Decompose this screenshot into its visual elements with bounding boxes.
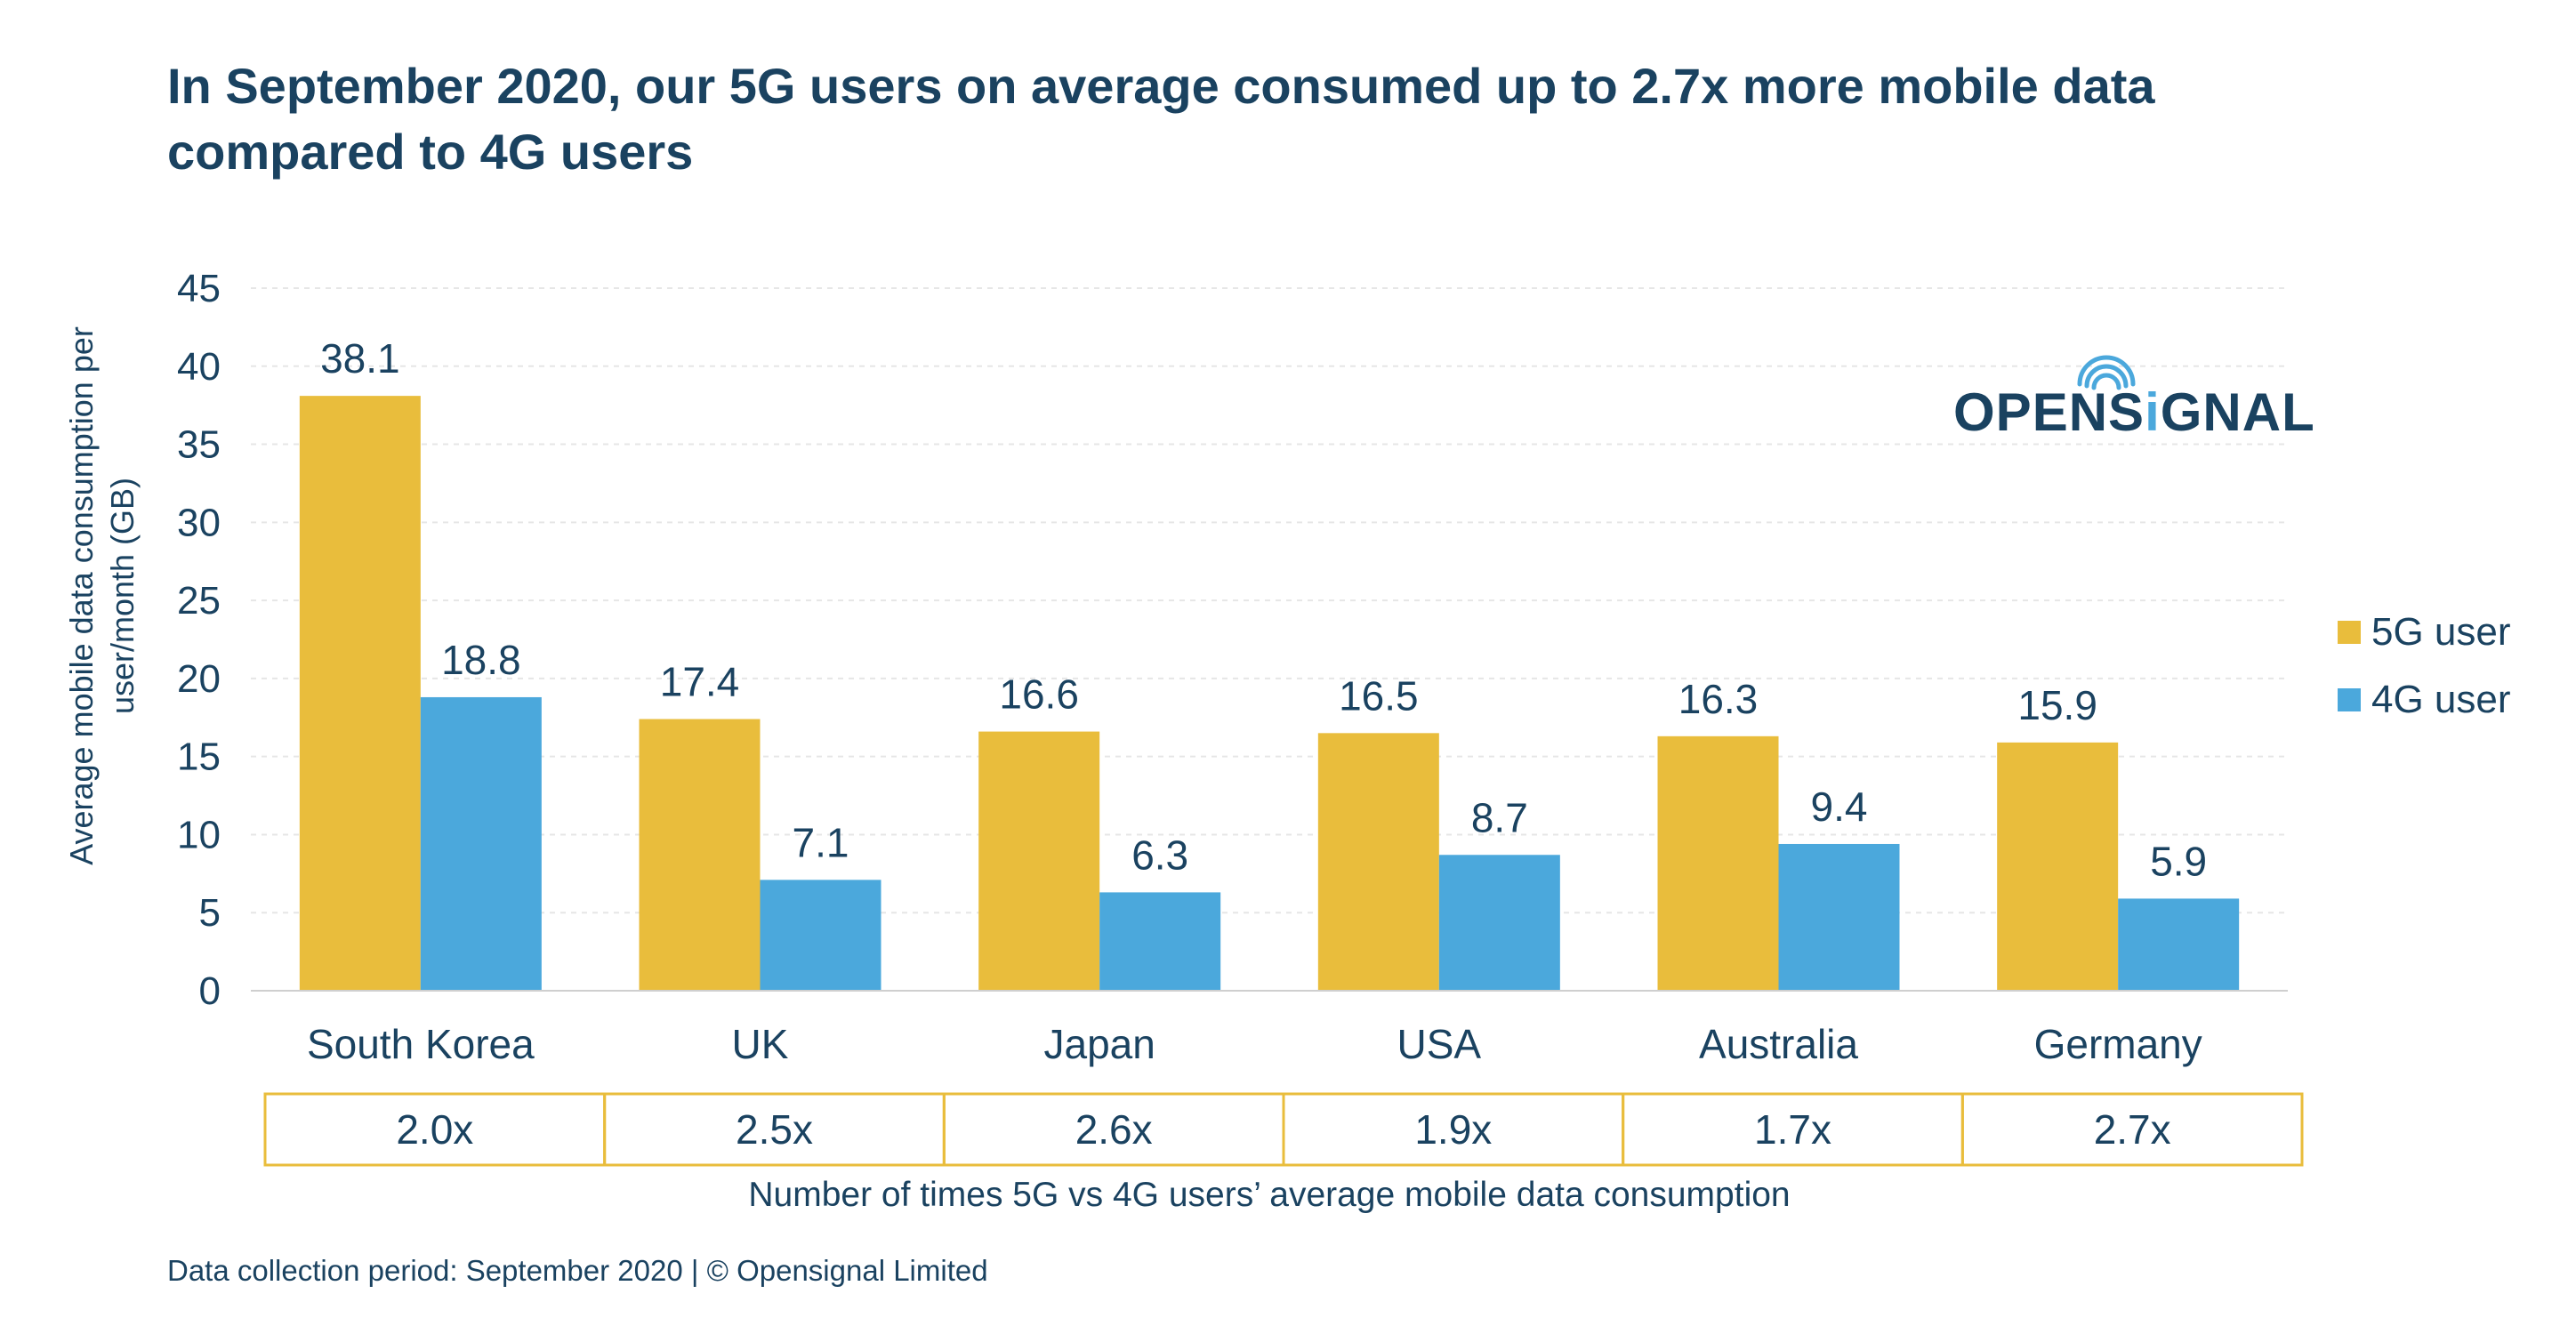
logo-text: OPENSiGNAL: [1953, 382, 2315, 442]
data-label-4g: 8.7: [1471, 794, 1528, 840]
ratio-value: 1.7x: [1754, 1106, 1831, 1153]
legend-swatch-5g: [2338, 621, 2361, 644]
data-label-4g: 18.8: [441, 637, 521, 683]
data-label-5g: 38.1: [320, 335, 400, 382]
chart-title-line2: compared to 4G users: [167, 124, 693, 180]
data-labels: 38.1 18.8 17.4 7.1 16.6 6.3 16.5 8.7 16.3 9.4 15.9…: [320, 335, 2207, 884]
gridlines: [251, 287, 2288, 914]
x-axis-categories: South Korea UK Japan USA Australia Germany: [307, 1021, 2202, 1067]
data-label-4g: 6.3: [1131, 832, 1188, 878]
bar-5g: [1317, 733, 1439, 991]
y-tick-label: 30: [177, 501, 221, 544]
bar-4g: [1438, 855, 1560, 991]
y-tick-label: 15: [177, 735, 221, 779]
x-tick-label: UK: [732, 1021, 789, 1067]
bar-5g: [639, 719, 761, 991]
opensignal-logo: OPENSiGNAL: [1953, 355, 2315, 442]
ratio-value: 1.9x: [1414, 1106, 1492, 1153]
legend: 5G user 4G user: [2338, 610, 2511, 721]
x-tick-label: USA: [1397, 1021, 1482, 1067]
bar-5g: [1997, 742, 2119, 991]
ratio-caption: Number of times 5G vs 4G users’ average …: [748, 1176, 1790, 1214]
ratio-value: 2.7x: [2094, 1106, 2171, 1153]
x-tick-label: South Korea: [307, 1021, 535, 1067]
data-label-4g: 5.9: [2150, 838, 2207, 884]
y-tick-label: 10: [177, 813, 221, 856]
bar-5g: [1657, 735, 1779, 991]
ratio-cell: [1960, 1092, 2304, 1167]
data-label-5g: 15.9: [2017, 682, 2097, 728]
y-tick-label: 5: [199, 891, 221, 935]
bar-4g: [2118, 898, 2240, 991]
chart-title-line1: In September 2020, our 5G users on avera…: [167, 58, 2155, 114]
bar-4g: [1099, 892, 1221, 991]
legend-swatch-4g: [2338, 688, 2361, 711]
data-label-4g: 7.1: [793, 819, 849, 865]
signal-icon: [2077, 355, 2136, 390]
ratio-value: 2.5x: [736, 1106, 813, 1153]
data-label-5g: 16.5: [1339, 672, 1419, 719]
y-tick-label: 40: [177, 345, 221, 389]
bar-4g: [420, 696, 542, 991]
y-tick-label: 25: [177, 579, 221, 623]
bar-4g: [760, 880, 881, 991]
data-label-5g: 17.4: [660, 659, 740, 705]
y-tick-label: 20: [177, 657, 221, 701]
x-tick-label: Germany: [2034, 1021, 2202, 1067]
data-label-4g: 9.4: [1811, 784, 1868, 830]
y-tick-label: 0: [199, 969, 221, 1013]
ratio-row: 2.0x 2.5x 2.6x 1.9x 1.7x 2.7x: [263, 1092, 2304, 1167]
ratio-value: 2.6x: [1075, 1106, 1153, 1153]
y-axis-label-line2: user/month (GB): [104, 478, 141, 714]
data-label-5g: 16.6: [999, 671, 1079, 718]
data-label-5g: 16.3: [1678, 676, 1759, 722]
ratio-value: 2.0x: [396, 1106, 473, 1153]
y-axis-label: Average mobile data consumption per user…: [63, 326, 141, 865]
bar-4g: [1778, 843, 1900, 991]
y-tick-label: 45: [177, 267, 221, 310]
legend-label-5g: 5G user: [2371, 610, 2511, 654]
x-tick-label: Japan: [1043, 1021, 1155, 1067]
legend-label-4g: 4G user: [2371, 678, 2511, 721]
bars: [299, 396, 2240, 992]
x-tick-label: Australia: [1699, 1021, 1858, 1067]
y-axis-ticks: 0 5 10 15 20 25 30 35 40 45: [177, 267, 221, 1013]
y-tick-label: 35: [177, 423, 221, 467]
bar-5g: [299, 396, 421, 992]
y-axis-label-line1: Average mobile data consumption per: [63, 326, 100, 865]
bar-5g: [978, 731, 1100, 991]
footer-source: Data collection period: September 2020 |…: [167, 1254, 988, 1287]
